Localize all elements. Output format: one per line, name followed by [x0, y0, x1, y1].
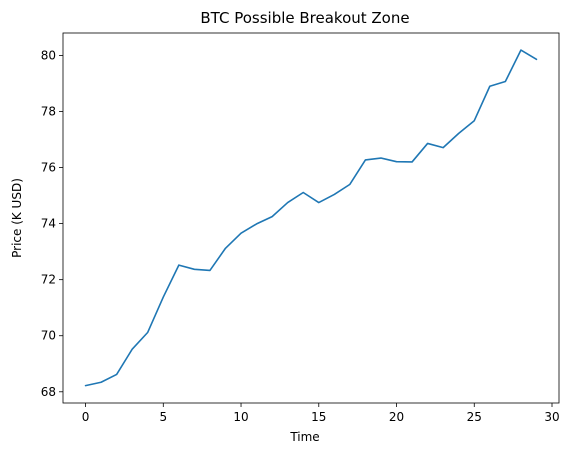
y-tick-label: 70: [41, 329, 56, 343]
y-tick-label: 76: [41, 161, 56, 175]
x-tick-label: 5: [159, 410, 167, 424]
plot-area: [84, 49, 538, 387]
x-tick-label: 0: [82, 410, 90, 424]
y-axis: 68 70 72 74 76 78 80: [41, 48, 63, 399]
x-tick-label: 10: [233, 410, 248, 424]
chart-title: BTC Possible Breakout Zone: [200, 9, 409, 27]
y-tick-label: 74: [41, 217, 56, 231]
y-tick-label: 68: [41, 385, 56, 399]
series-line: [84, 49, 538, 387]
x-axis: 0 5 10 15 20 25 30: [82, 403, 560, 424]
plot-frame: [62, 32, 560, 404]
x-tick-label: 15: [311, 410, 326, 424]
x-tick-label: 25: [467, 410, 482, 424]
x-tick-label: 20: [389, 410, 404, 424]
x-axis-label: Time: [289, 430, 319, 444]
y-axis-label: Price (K USD): [10, 178, 24, 258]
y-tick-label: 78: [41, 104, 56, 118]
y-tick-label: 72: [41, 273, 56, 287]
x-tick-label: 30: [544, 410, 559, 424]
y-tick-label: 80: [41, 48, 56, 62]
